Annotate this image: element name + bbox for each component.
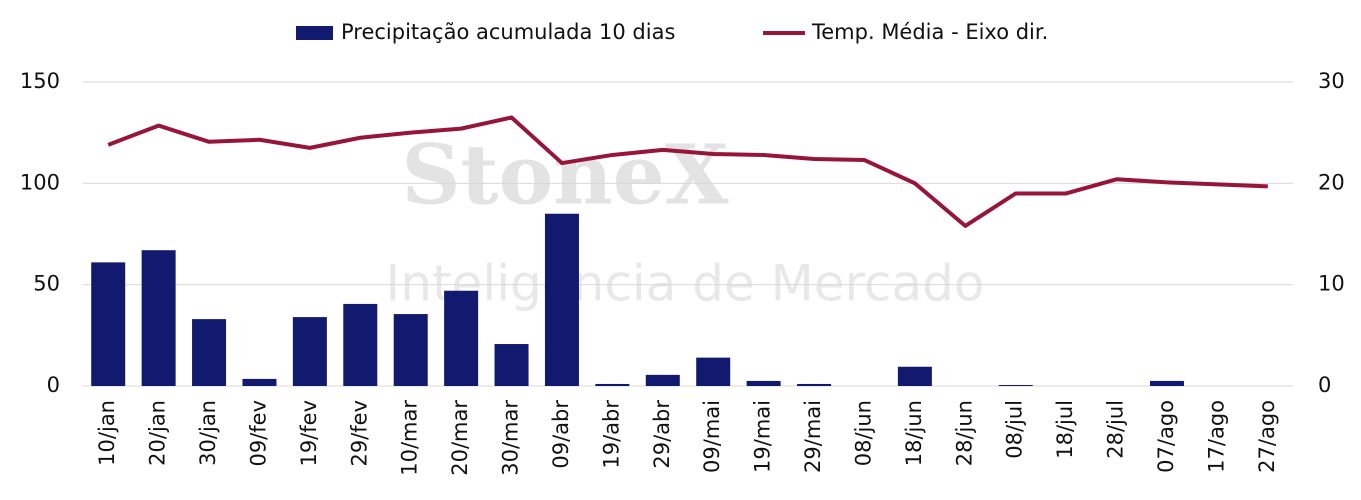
x-tick-label: 10/mar [398, 400, 422, 476]
bar [797, 383, 832, 386]
x-tick-label: 28/jun [952, 400, 976, 466]
x-tick-label: 10/jan [95, 400, 119, 466]
x-tick-label: 18/jun [902, 400, 926, 466]
x-tick-label: 19/fev [297, 400, 321, 467]
legend-swatch [296, 26, 333, 40]
x-tick-label: 29/abr [650, 400, 674, 469]
y-tick-label: 100 [20, 170, 60, 194]
y-tick-label: 0 [47, 373, 60, 397]
x-tick-label: 30/mar [499, 400, 523, 476]
bar [494, 344, 529, 386]
y2-tick-label: 10 [1318, 272, 1345, 296]
bar [595, 383, 630, 386]
x-tick-label: 28/jul [1104, 400, 1128, 459]
y-tick-label: 50 [33, 272, 60, 296]
bar [292, 317, 327, 386]
x-tick-label: 07/ago [1154, 400, 1178, 473]
x-tick-label: 29/fev [347, 400, 371, 467]
x-tick-label: 09/fev [246, 400, 270, 467]
y2-tick-label: 30 [1318, 69, 1345, 93]
x-tick-label: 18/jul [1053, 400, 1077, 459]
bar [746, 380, 781, 386]
legend-label: Precipitação acumulada 10 dias [341, 20, 675, 44]
watermark-title: StoneX [401, 127, 729, 223]
bar [544, 213, 579, 386]
x-tick-label: 17/ago [1204, 400, 1228, 473]
y-tick-label: 150 [20, 69, 60, 93]
x-tick-label: 19/abr [599, 400, 623, 469]
x-tick-label: 19/mai [751, 400, 775, 473]
x-tick-label: 27/ago [1255, 400, 1279, 473]
x-tick-label: 20/mar [448, 400, 472, 476]
bar [393, 314, 428, 386]
bar [343, 303, 378, 386]
bar [141, 250, 176, 386]
x-tick-label: 08/jul [1003, 400, 1027, 459]
x-tick-label: 30/jan [196, 400, 220, 466]
bar [91, 262, 126, 386]
x-tick-label: 09/mai [700, 400, 724, 473]
bar [242, 378, 277, 386]
bar [645, 374, 680, 386]
bar [1149, 380, 1184, 386]
bar [998, 384, 1033, 386]
watermark-subtitle: Inteligência de Mercado [386, 255, 985, 313]
legend-label: Temp. Média - Eixo dir. [811, 20, 1048, 44]
y2-tick-label: 20 [1318, 170, 1345, 194]
x-tick-label: 09/abr [549, 400, 573, 469]
bar [897, 366, 932, 386]
x-tick-label: 08/jun [851, 400, 875, 466]
bar [696, 357, 731, 386]
y2-tick-label: 0 [1318, 373, 1331, 397]
x-tick-label: 20/jan [146, 400, 170, 466]
line [107, 115, 1268, 228]
bar [192, 319, 227, 386]
bar [444, 290, 479, 386]
x-tick-label: 29/mai [801, 400, 825, 473]
